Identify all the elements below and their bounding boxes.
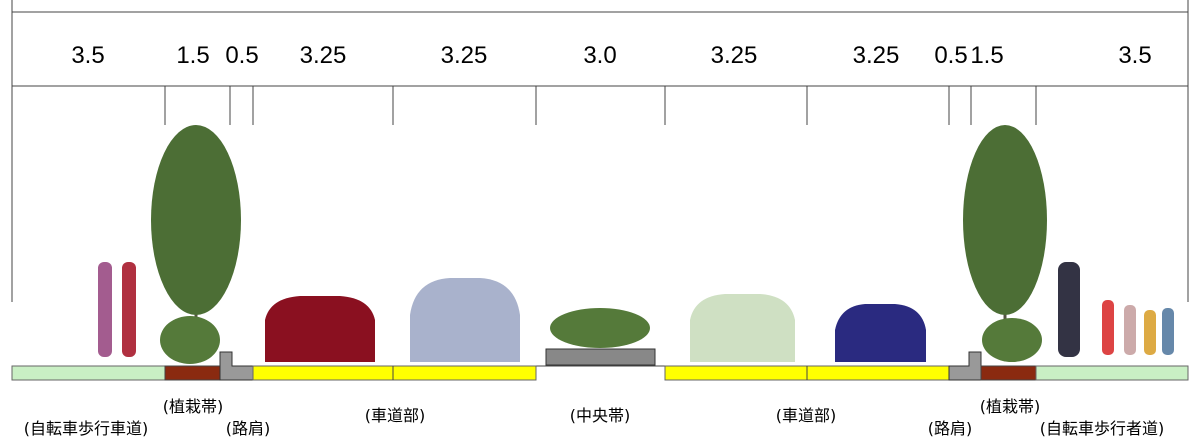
ground [11, 348, 1189, 381]
zone-label: (路肩) [226, 419, 271, 438]
width: 0.5 [934, 42, 967, 69]
width: 3.5 [1118, 42, 1151, 69]
dimension-lines [11, 0, 1189, 302]
dimension-labels: 3.5 1.5 0.5 3.25 3.25 3.0 3.25 3.25 0.5 … [71, 42, 1151, 69]
people [98, 262, 1174, 357]
zone-label: (植栽帯) [163, 397, 224, 416]
zone-label: (中央帯) [570, 406, 631, 425]
zone-label: (自転車歩行者道) [1040, 419, 1165, 438]
zone-label: (路肩) [928, 419, 973, 438]
zone-labels: (自転車歩行車道) (植栽帯) (路肩) (車道部) (中央帯) (車道部) (… [24, 397, 1165, 438]
width: 1.5 [176, 42, 209, 69]
width: 0.5 [225, 42, 258, 69]
zone-label: (植栽帯) [980, 397, 1041, 416]
zone-label: (車道部) [365, 406, 426, 425]
cars [265, 278, 926, 362]
zone-label: (車道部) [776, 406, 837, 425]
width: 3.25 [853, 42, 900, 69]
zone-label: (自転車歩行車道) [24, 419, 149, 438]
width: 3.5 [71, 42, 104, 69]
width: 3.25 [711, 42, 758, 69]
trees [151, 125, 1047, 364]
width: 1.5 [970, 42, 1003, 69]
width: 3.0 [583, 42, 616, 69]
width: 3.25 [300, 42, 347, 69]
width: 3.25 [441, 42, 488, 69]
